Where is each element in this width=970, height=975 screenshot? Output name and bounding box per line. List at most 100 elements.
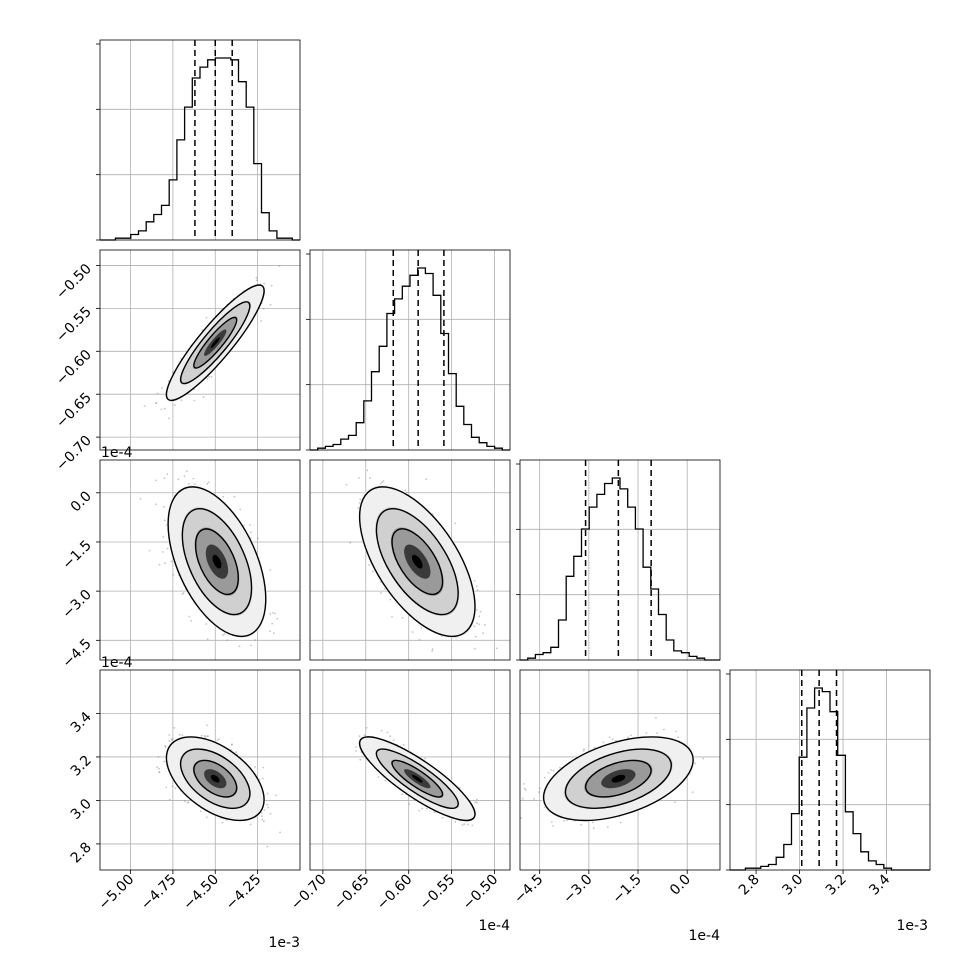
scatter-point	[431, 650, 433, 652]
scatter-point	[553, 770, 555, 772]
scatter-point	[403, 744, 405, 746]
scatter-point	[156, 393, 158, 395]
scatter-point	[155, 480, 157, 482]
scatter-point	[250, 531, 252, 533]
scatter-point	[366, 727, 368, 729]
density-panel-0-3	[100, 670, 303, 870]
scatter-point	[389, 599, 391, 601]
scatter-point	[206, 735, 208, 737]
scatter-point	[205, 623, 207, 625]
scatter-point	[140, 498, 142, 500]
scatter-point	[166, 473, 168, 475]
scatter-point	[372, 571, 374, 573]
scatter-point	[193, 400, 195, 402]
scatter-point	[226, 639, 228, 641]
scatter-point	[257, 538, 259, 540]
scatter-point	[552, 825, 554, 827]
scatter-point	[474, 580, 476, 582]
scatter-point	[155, 503, 157, 505]
scatter-point	[190, 620, 192, 622]
histogram-panel-2	[516, 460, 720, 660]
scatter-point	[224, 633, 226, 635]
scatter-point	[181, 734, 183, 736]
scatter-point	[482, 632, 484, 634]
scatter-point	[206, 317, 208, 319]
scatter-point	[250, 824, 252, 826]
scatter-point	[163, 761, 165, 763]
scatter-point	[174, 404, 176, 406]
scatter-point	[165, 787, 167, 789]
scatter-point	[188, 483, 190, 485]
scatter-point	[401, 793, 403, 795]
scatter-point	[272, 612, 274, 614]
scatter-point	[474, 626, 476, 628]
scatter-point	[167, 548, 169, 550]
scatter-point	[208, 481, 210, 483]
scatter-point	[260, 320, 262, 322]
scatter-point	[158, 772, 160, 774]
scatter-point	[355, 750, 357, 752]
scatter-point	[194, 483, 196, 485]
scatter-point	[270, 304, 272, 306]
scatter-point	[161, 387, 163, 389]
scatter-point	[367, 469, 369, 471]
scatter-point	[274, 663, 276, 665]
scatter-point	[475, 801, 477, 803]
scatter-point	[261, 819, 263, 821]
scatter-point	[476, 799, 478, 801]
scatter-point	[425, 478, 427, 480]
scatter-point	[455, 821, 457, 823]
scatter-point	[217, 739, 219, 741]
scatter-point	[378, 776, 380, 778]
scatter-point	[186, 470, 188, 472]
scatter-point	[359, 759, 361, 761]
scatter-point	[164, 520, 166, 522]
scatter-point	[164, 408, 166, 410]
scatter-point	[412, 631, 414, 633]
scatter-point	[471, 667, 473, 669]
scatter-point	[175, 787, 177, 789]
scatter-point	[155, 402, 157, 404]
scatter-point	[476, 589, 478, 591]
scatter-point	[424, 758, 426, 760]
scatter-point	[627, 737, 629, 739]
scatter-point	[402, 617, 404, 619]
scatter-point	[164, 745, 166, 747]
scatter-point	[168, 734, 170, 736]
scatter-point	[239, 645, 241, 647]
scatter-point	[384, 780, 386, 782]
scatter-point	[419, 639, 421, 641]
scatter-point	[164, 562, 166, 564]
scatter-point	[254, 639, 256, 641]
scatter-point	[256, 279, 258, 281]
scatter-point	[476, 585, 478, 587]
scatter-point	[369, 477, 371, 479]
scatter-point	[184, 800, 186, 802]
scatter-point	[208, 376, 210, 378]
scatter-point	[524, 788, 526, 790]
scatter-point	[158, 768, 160, 770]
scatter-point	[496, 647, 498, 649]
scatter-point	[168, 740, 170, 742]
scatter-point	[480, 611, 482, 613]
scatter-point	[263, 820, 265, 822]
scatter-point	[266, 846, 268, 848]
scatter-point	[538, 791, 540, 793]
scatter-point	[164, 477, 166, 479]
scatter-point	[404, 490, 406, 492]
scatter-point	[267, 793, 269, 795]
scatter-point	[302, 829, 304, 831]
scatter-point	[478, 624, 480, 626]
scatter-point	[593, 827, 595, 829]
scatter-point	[269, 613, 271, 615]
scatter-point	[249, 524, 251, 526]
density-panel-1-2	[310, 435, 510, 668]
scatter-point	[263, 283, 265, 285]
scatter-point	[177, 478, 179, 480]
scatter-point	[476, 622, 478, 624]
scatter-point	[433, 811, 435, 813]
scatter-point	[201, 735, 203, 737]
scatter-point	[418, 810, 420, 812]
